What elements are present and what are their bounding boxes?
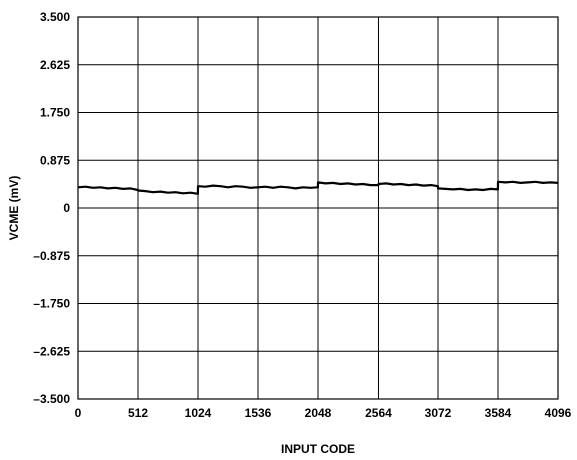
- y-tick-label: –3.500: [33, 392, 70, 406]
- plot-frame: [77, 16, 559, 400]
- x-tick-label: 3584: [485, 406, 512, 420]
- series-layer: [77, 180, 558, 195]
- x-tick-label: 1024: [185, 406, 212, 420]
- y-tick-label: 3.500: [40, 10, 70, 24]
- x-tick-label: 1536: [245, 406, 272, 420]
- y-tick-label: –2.625: [33, 344, 70, 358]
- x-tick-label: 2048: [305, 406, 332, 420]
- y-tick-label: –1.750: [33, 297, 70, 311]
- x-tick-label: 2564: [365, 406, 392, 420]
- y-tick-label: 1.750: [40, 106, 70, 120]
- y-tick-labels: 3.500 2.625 1.750 0.875 0 –0.875 –1.750 –2.625 –…: [33, 10, 70, 406]
- y-tick-label: –0.875: [33, 249, 70, 263]
- y-tick-label: 2.625: [40, 58, 70, 72]
- y-axis-title: VCME (mV): [7, 176, 21, 241]
- grid-lines: [78, 17, 558, 399]
- vcme-series-line: [77, 180, 558, 195]
- y-tick-label: 0: [63, 201, 70, 215]
- y-tick-label: 0.875: [40, 153, 70, 167]
- x-axis-title: INPUT CODE: [281, 442, 355, 456]
- x-tick-labels: 0 512 1024 1536 2048 2564 3072 3584 4096: [75, 406, 572, 420]
- x-tick-label: 512: [128, 406, 148, 420]
- x-tick-label: 3072: [425, 406, 452, 420]
- x-tick-label: 0: [75, 406, 82, 420]
- x-tick-label: 4096: [545, 406, 572, 420]
